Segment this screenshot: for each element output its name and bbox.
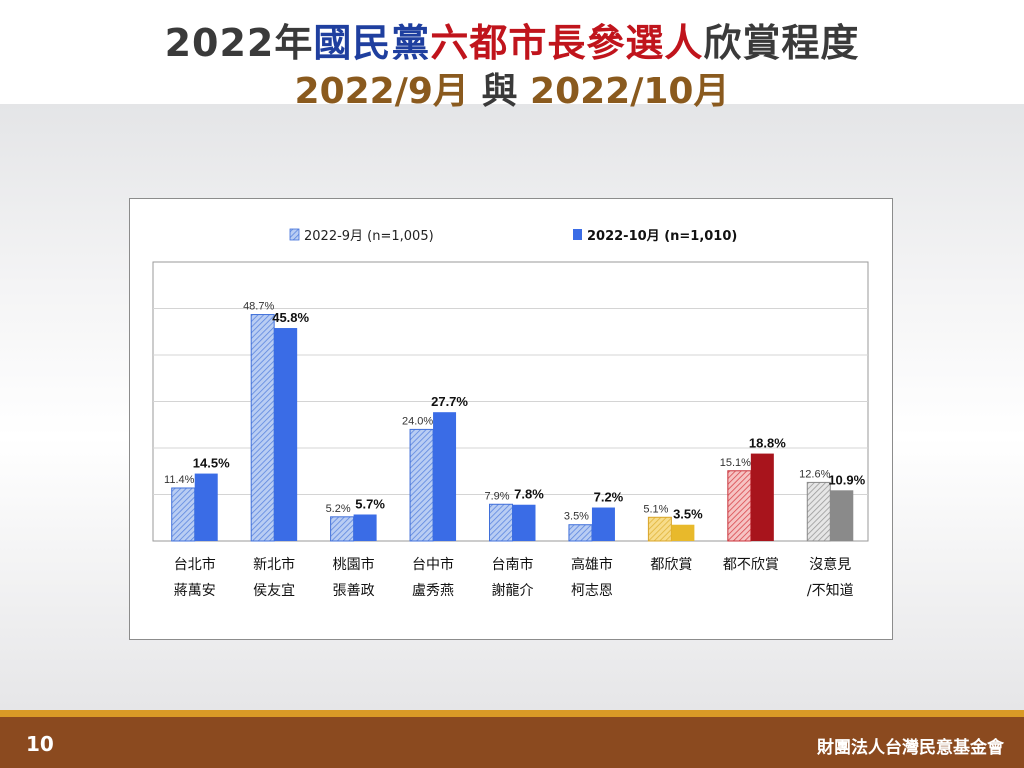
- footer-accent-line: [0, 710, 1024, 717]
- bar-sep: [806, 481, 831, 542]
- organization-name: 財團法人台灣民意基金會: [817, 738, 1004, 758]
- category-label: 台南市: [492, 556, 534, 573]
- category-label: 新北市: [253, 556, 295, 573]
- data-label-oct: 7.2%: [594, 490, 624, 505]
- chart-legend: 2022-9月 (n=1,005) 2022-10月 (n=1,010): [289, 228, 737, 244]
- page-number: 10: [26, 732, 54, 756]
- bar-oct: [353, 514, 377, 541]
- title-party: 國民黨: [313, 21, 431, 65]
- category-label: 張善政: [333, 583, 375, 599]
- category-label: 桃園市: [333, 556, 375, 573]
- legend-swatch-oct: [573, 229, 582, 240]
- title-year: 2022年: [164, 21, 314, 65]
- data-label-sep: 11.4%: [164, 474, 195, 486]
- bar-oct: [750, 453, 774, 541]
- subtitle-period-2: 2022/10月: [530, 71, 730, 112]
- category-label: 柯志恩: [571, 583, 613, 599]
- legend-label-oct: 2022-10月 (n=1,010): [587, 229, 737, 244]
- data-label-sep: 7.9%: [484, 490, 509, 502]
- data-label-oct: 10.9%: [828, 472, 865, 487]
- slide-title: 2022年國民黨六都市長參選人欣賞程度: [0, 12, 1024, 67]
- subtitle-period-1: 2022/9月: [294, 71, 469, 112]
- category-label: 都欣賞: [650, 557, 692, 573]
- bar-oct: [194, 473, 218, 541]
- legend-label-sep: 2022-9月 (n=1,005): [304, 229, 434, 244]
- chart-frame: 11.4% 14.5% 台北市蔣萬安 48.7% 45.8% 新北市侯友宜 5.2% 5.7%…: [129, 198, 893, 640]
- data-label-oct: 7.8%: [514, 487, 544, 502]
- slide-subtitle: 2022/9月 與 2022/10月: [0, 62, 1024, 114]
- data-label-sep: 24.0%: [402, 415, 433, 427]
- bar-oct: [830, 490, 854, 541]
- bar-sep: [568, 524, 593, 542]
- category-label: /不知道: [807, 582, 854, 599]
- data-label-oct: 3.5%: [673, 507, 703, 522]
- bar-sep: [330, 516, 355, 542]
- category-label: 台北市: [174, 556, 216, 573]
- category-label: 盧秀燕: [412, 583, 454, 599]
- data-label-sep: 12.6%: [799, 468, 830, 480]
- bar-sep: [250, 314, 275, 542]
- bar-sep: [647, 516, 672, 542]
- category-label: 蔣萬安: [174, 583, 216, 599]
- legend-swatch-sep: [289, 228, 300, 241]
- category-label: 高雄市: [571, 556, 613, 573]
- category-label: 都不欣賞: [723, 557, 779, 573]
- bar-sep: [171, 487, 196, 542]
- bar-oct: [274, 328, 298, 541]
- data-label-oct: 45.8%: [272, 310, 309, 325]
- data-label-oct: 27.7%: [431, 394, 468, 409]
- data-label-sep: 5.2%: [326, 503, 351, 515]
- bar-oct: [512, 504, 536, 541]
- bar-sep: [727, 470, 752, 542]
- bar-sep: [489, 503, 513, 542]
- data-label-sep: 3.5%: [564, 511, 589, 523]
- title-topic: 欣賞程度: [703, 21, 860, 65]
- subtitle-connector: 與: [468, 71, 531, 112]
- footer-bar: [0, 717, 1024, 768]
- category-label: 台中市: [412, 556, 454, 573]
- bar-oct: [671, 524, 695, 541]
- bar-sep: [409, 428, 434, 542]
- category-label: 沒意見: [809, 556, 851, 573]
- category-label: 侯友宜: [253, 583, 295, 599]
- title-candidates: 六都市長參選人: [430, 21, 704, 65]
- data-label-oct: 18.8%: [749, 436, 786, 451]
- data-label-sep: 48.7%: [243, 301, 274, 313]
- data-label-sep: 5.1%: [643, 503, 668, 515]
- bar-oct: [591, 507, 615, 541]
- data-label-sep: 15.1%: [720, 457, 751, 469]
- bar-oct: [433, 412, 457, 541]
- data-label-oct: 14.5%: [193, 456, 230, 471]
- data-label-oct: 5.7%: [355, 496, 385, 511]
- category-label: 謝龍介: [492, 582, 534, 599]
